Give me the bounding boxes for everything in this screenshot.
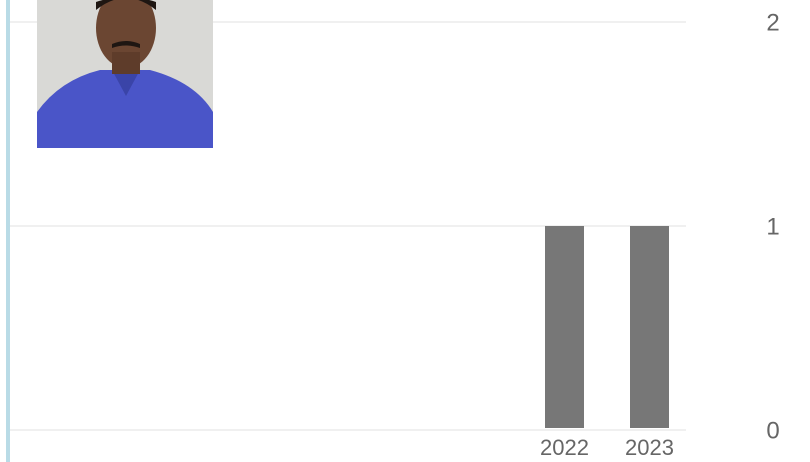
bar — [630, 226, 669, 428]
profile-photo — [37, 0, 213, 148]
left-border — [6, 0, 10, 462]
bar — [545, 226, 584, 428]
x-tick-label: 2022 — [540, 435, 589, 460]
y-tick-label: 2 — [766, 9, 779, 36]
x-tick-label: 2023 — [625, 435, 674, 460]
y-tick-label: 1 — [766, 213, 779, 240]
y-tick-label: 0 — [766, 417, 779, 444]
